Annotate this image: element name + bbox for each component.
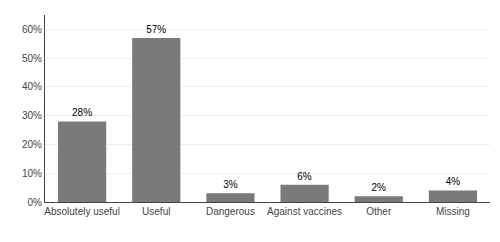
svg-text:40%: 40% — [22, 81, 42, 92]
svg-text:Dangerous: Dangerous — [206, 206, 255, 217]
svg-text:4%: 4% — [446, 176, 461, 187]
svg-text:10%: 10% — [22, 168, 42, 179]
svg-text:20%: 20% — [22, 139, 42, 150]
svg-text:6%: 6% — [297, 171, 312, 182]
svg-text:57%: 57% — [146, 24, 166, 35]
svg-text:Missing: Missing — [436, 206, 470, 217]
svg-text:3%: 3% — [223, 179, 238, 190]
svg-text:Against vaccines: Against vaccines — [267, 206, 342, 217]
svg-text:28%: 28% — [72, 107, 92, 118]
svg-text:Absolutely useful: Absolutely useful — [44, 206, 120, 217]
svg-text:Useful: Useful — [142, 206, 170, 217]
svg-text:50%: 50% — [22, 53, 42, 64]
svg-text:Other: Other — [366, 206, 392, 217]
svg-text:2%: 2% — [371, 182, 386, 193]
svg-text:60%: 60% — [22, 24, 42, 35]
svg-text:30%: 30% — [22, 110, 42, 121]
svg-text:0%: 0% — [28, 197, 43, 208]
